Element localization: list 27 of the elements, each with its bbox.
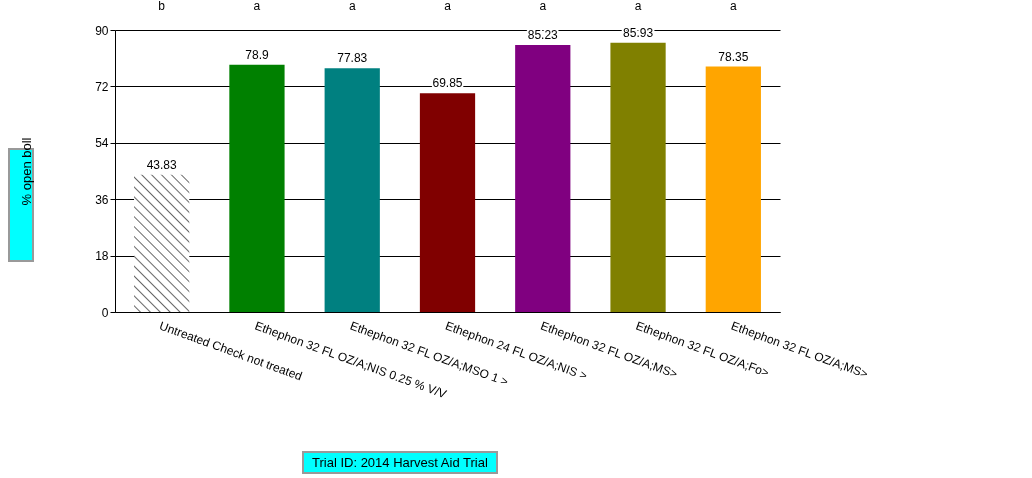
text: a <box>444 0 452 13</box>
data-label: 43.83 <box>146 157 178 172</box>
y-tick-label: 0 <box>101 305 109 320</box>
y-tick-label: 18 <box>95 249 109 264</box>
text: a <box>539 0 547 13</box>
text: a <box>253 0 261 13</box>
text: a <box>348 0 356 13</box>
bar <box>705 66 761 312</box>
data-label: 78.35 <box>718 49 749 64</box>
bar <box>134 174 190 312</box>
y-tick-label: 72 <box>95 79 109 94</box>
bar <box>229 64 285 312</box>
y-tick-label: 90 <box>95 23 109 38</box>
text: b <box>158 0 166 13</box>
bar <box>324 68 380 312</box>
text: a <box>729 0 737 13</box>
text: Trial ID: 2014 Harvest Aid Trial <box>302 451 498 474</box>
bar <box>515 44 571 312</box>
data-label: 77.83 <box>337 51 368 66</box>
bar <box>610 42 666 312</box>
bar <box>419 93 476 312</box>
y-axis-title: % open boll <box>19 137 35 206</box>
text: a <box>634 0 642 13</box>
y-tick-label: 36 <box>95 192 109 207</box>
y-tick-label: 54 <box>95 136 109 151</box>
data-label: 78.9 <box>245 47 269 62</box>
data-label: 85.23 <box>527 27 559 42</box>
